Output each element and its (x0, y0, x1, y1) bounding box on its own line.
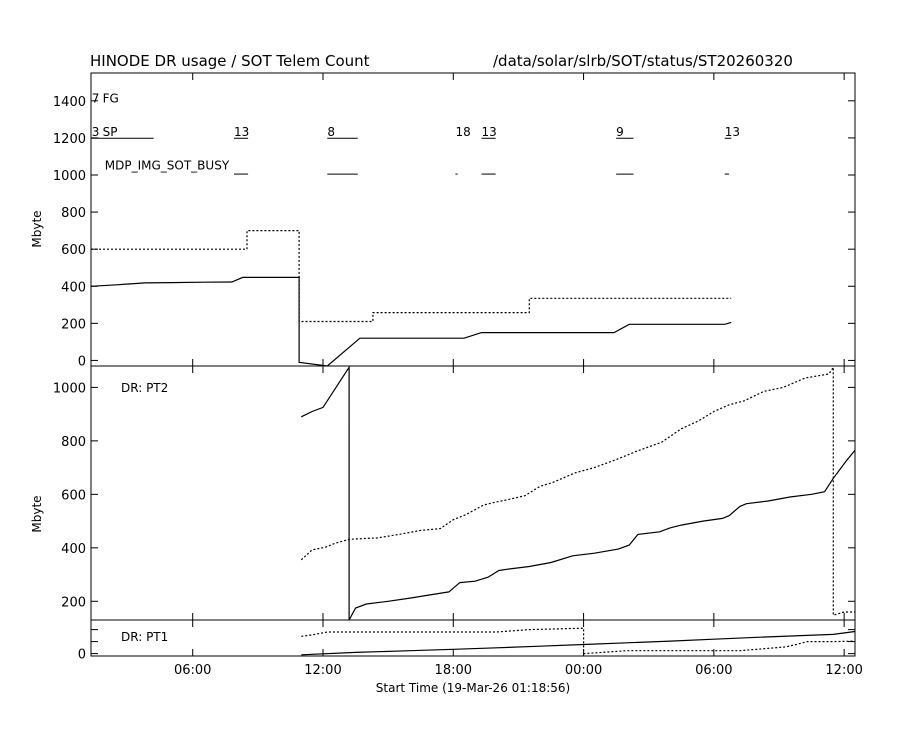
x-tick-label: 12:00 (304, 663, 341, 678)
y-axis-label-pt2: Mbyte (30, 495, 44, 532)
series-pt2-solid (301, 365, 856, 621)
panel-label-pt2: DR: PT2 (121, 381, 168, 395)
y-tick-label-telem: 800 (61, 206, 86, 221)
plot-frame-pt1 (90, 619, 856, 657)
x-tick-label: 18:00 (435, 663, 472, 678)
annotation-label: 18 (455, 125, 470, 139)
annotation-label: 7 (92, 92, 100, 106)
annotation-label: 9 (616, 125, 624, 139)
series-telem-solid (90, 276, 732, 367)
y-tick-label-telem: 600 (61, 243, 86, 258)
series-pt1-solid (301, 630, 856, 656)
annotation-label: MDP_IMG_SOT_BUSY (105, 158, 230, 172)
y-tick-label-telem: 1400 (53, 95, 86, 110)
y-tick-label-telem: 400 (61, 280, 86, 295)
x-axis-label: Start Time (19-Mar-26 01:18:56) (376, 681, 570, 695)
series-pt2-dotted (300, 365, 855, 617)
y-tick-label-telem: 200 (61, 317, 86, 332)
y-tick-label-pt2: 1000 (53, 381, 86, 396)
x-tick-label: 00:00 (565, 663, 602, 678)
chart-title: HINODE DR usage / SOT Telem Count (90, 52, 370, 70)
annotation-label: 8 (327, 125, 335, 139)
y-tick-label-pt2: 200 (61, 595, 86, 610)
series-telem-dotted (91, 230, 732, 323)
y-tick-label-pt2: 800 (61, 435, 86, 450)
annotation-label: FG (103, 92, 119, 106)
annotation-label: 13 (234, 125, 249, 139)
annotation-label: 3 (92, 125, 100, 139)
chart-path: /data/solar/slrb/SOT/status/ST20260320 (493, 52, 793, 70)
y-tick-label-telem: 0 (78, 354, 86, 369)
y-tick-label-pt2: 400 (61, 542, 86, 557)
x-tick-label: 06:00 (695, 663, 732, 678)
y-axis-label-telem: Mbyte (30, 210, 44, 247)
annotation-label: 13 (482, 125, 497, 139)
y-tick-label-pt2: 600 (61, 488, 86, 503)
annotation-label: 13 (725, 125, 740, 139)
y-tick-label-pt1: 0 (78, 648, 86, 663)
y-tick-label-telem: 1200 (53, 132, 86, 147)
annotation-label: SP (103, 125, 118, 139)
y-tick-label-telem: 1000 (53, 169, 86, 184)
x-tick-label: 06:00 (174, 663, 211, 678)
x-tick-label: 12:00 (825, 663, 862, 678)
series-pt1-dotted (301, 627, 856, 655)
panel-label-pt1: DR: PT1 (121, 630, 168, 644)
plot-frame-telem (90, 72, 856, 367)
